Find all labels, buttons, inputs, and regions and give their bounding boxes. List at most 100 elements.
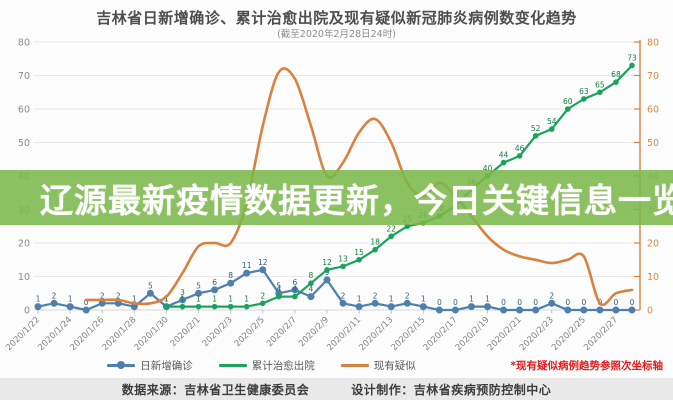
point-label: 2	[549, 291, 554, 300]
point-label: 22	[386, 224, 396, 233]
legend-label: 累计治愈出院	[251, 359, 315, 372]
point-label: 40	[483, 164, 493, 173]
data-point	[355, 303, 363, 311]
series-2	[84, 67, 634, 307]
point-label: 0	[630, 298, 635, 307]
point-label: 1	[244, 295, 249, 304]
point-label: 1	[421, 295, 426, 304]
point-label: 15	[354, 248, 364, 257]
data-point	[195, 289, 203, 297]
headline-text: 辽源最新疫情数据更新，今日关键信息一览	[40, 180, 673, 220]
data-point	[276, 293, 282, 300]
data-point	[292, 293, 298, 300]
data-point	[564, 106, 571, 112]
y-axis-label-left: 10	[18, 272, 30, 283]
data-point	[516, 306, 524, 314]
point-label: 1	[180, 295, 185, 304]
design-credit-text: 设计制作：吉林省疾病预防控制中心	[351, 382, 552, 397]
x-axis-label: 2020/1/30	[133, 315, 171, 353]
data-point	[195, 303, 202, 310]
point-label: 13	[338, 254, 348, 263]
y-axis-label-right: 20	[647, 239, 659, 250]
data-point	[581, 96, 587, 102]
legend-item-1: 累计治愈出院	[218, 358, 315, 373]
point-label: 68	[611, 70, 621, 79]
data-point	[403, 299, 411, 307]
data-point	[628, 306, 636, 314]
chart-title: 吉林省日新增确诊、累计治愈出院及现有疑似新冠肺炎病例数变化趋势	[96, 9, 577, 27]
point-label: 0	[581, 298, 586, 307]
data-point	[178, 296, 186, 304]
point-label: 5	[148, 281, 153, 290]
legend-item-0: 日新增确诊	[107, 358, 193, 373]
point-label: 63	[579, 87, 589, 96]
data-point	[291, 286, 299, 294]
legend-swatch-icon	[107, 361, 136, 369]
legend: 日新增确诊 累计治愈出院 现有疑似 *现有疑似病例趋势参照次坐标轴	[0, 356, 673, 374]
point-label: 1	[68, 295, 73, 304]
point-label: 52	[531, 124, 541, 133]
data-source-text: 数据来源：吉林省卫生健康委员会	[121, 382, 310, 397]
y-axis-label-left: 50	[18, 138, 30, 149]
point-label: 0	[453, 298, 458, 307]
x-axis-label: 2020/2/27	[582, 315, 620, 353]
data-point	[435, 306, 443, 314]
secondary-axis-note: *现有疑似病例趋势参照次坐标轴	[510, 360, 664, 372]
x-axis-label: 2020/2/3	[201, 315, 235, 349]
point-label: 44	[499, 151, 509, 160]
point-label: 8	[228, 271, 233, 280]
point-label: 5	[196, 281, 201, 290]
point-label: 2	[116, 291, 121, 300]
data-point	[597, 89, 603, 96]
point-label: 2	[100, 291, 105, 300]
point-label: 0	[501, 298, 506, 307]
point-label: 1	[469, 295, 474, 304]
point-label: 4	[292, 285, 297, 294]
data-point	[356, 256, 362, 263]
point-label: 1	[357, 295, 362, 304]
y-axis-label-left: 20	[18, 239, 30, 250]
point-label: 2	[341, 291, 346, 300]
point-label: 1	[485, 295, 490, 304]
point-label: 4	[309, 285, 314, 294]
point-label: 12	[322, 258, 332, 267]
x-axis-label: 2020/2/1	[169, 315, 203, 349]
data-point	[629, 62, 635, 69]
point-label: 60	[563, 97, 573, 106]
data-point	[500, 159, 507, 166]
point-label: 6	[292, 278, 297, 287]
data-point	[339, 299, 347, 307]
y-axis-label-left: 80	[18, 38, 30, 49]
data-point	[340, 263, 346, 270]
y-axis-label-left: 0	[24, 306, 30, 317]
legend-marker-dot-icon	[117, 361, 126, 369]
legend-swatch-icon	[218, 363, 247, 367]
point-label: 18	[370, 238, 380, 247]
point-label: 1	[389, 295, 394, 304]
series-0: 1210221513568111256492121210011000200000	[34, 258, 636, 314]
point-label: 5	[276, 281, 281, 290]
y-axis-label-right: 80	[647, 38, 659, 49]
data-point	[500, 306, 508, 314]
legend-item-2: 现有疑似	[340, 358, 416, 373]
data-point	[548, 126, 555, 132]
point-label: 8	[309, 271, 314, 280]
data-point	[82, 306, 90, 314]
y-axis-label-right: 50	[647, 138, 659, 149]
y-axis-label-right: 0	[647, 306, 653, 317]
data-point	[50, 299, 58, 307]
point-label: 2	[373, 291, 378, 300]
data-point	[179, 303, 186, 310]
legend-label: 现有疑似	[373, 359, 416, 372]
point-label: 0	[517, 298, 522, 307]
data-point	[243, 269, 251, 277]
legend-label: 日新增确诊	[140, 359, 193, 372]
data-point	[451, 306, 459, 314]
chart-subtitle: (截至2020年2月28日24时)	[277, 29, 396, 40]
point-label: 2	[260, 291, 265, 300]
point-label: 0	[437, 298, 442, 307]
point-label: 0	[84, 298, 89, 307]
data-point	[146, 289, 154, 297]
point-label: 1	[164, 295, 169, 304]
data-point	[532, 133, 539, 139]
